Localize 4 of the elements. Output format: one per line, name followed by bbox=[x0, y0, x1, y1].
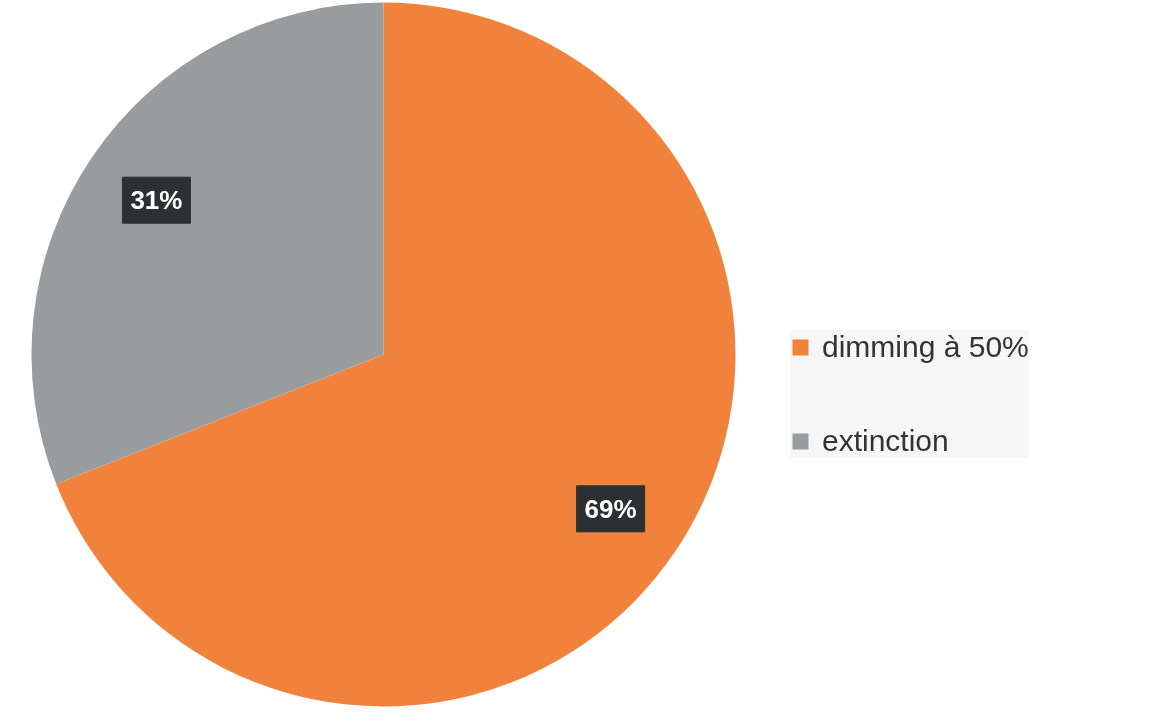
data-label: 69% bbox=[584, 493, 637, 524]
legend-label: extinction bbox=[822, 424, 949, 458]
legend-label: dimming à 50% bbox=[822, 330, 1029, 364]
data-label: 31% bbox=[130, 185, 183, 216]
